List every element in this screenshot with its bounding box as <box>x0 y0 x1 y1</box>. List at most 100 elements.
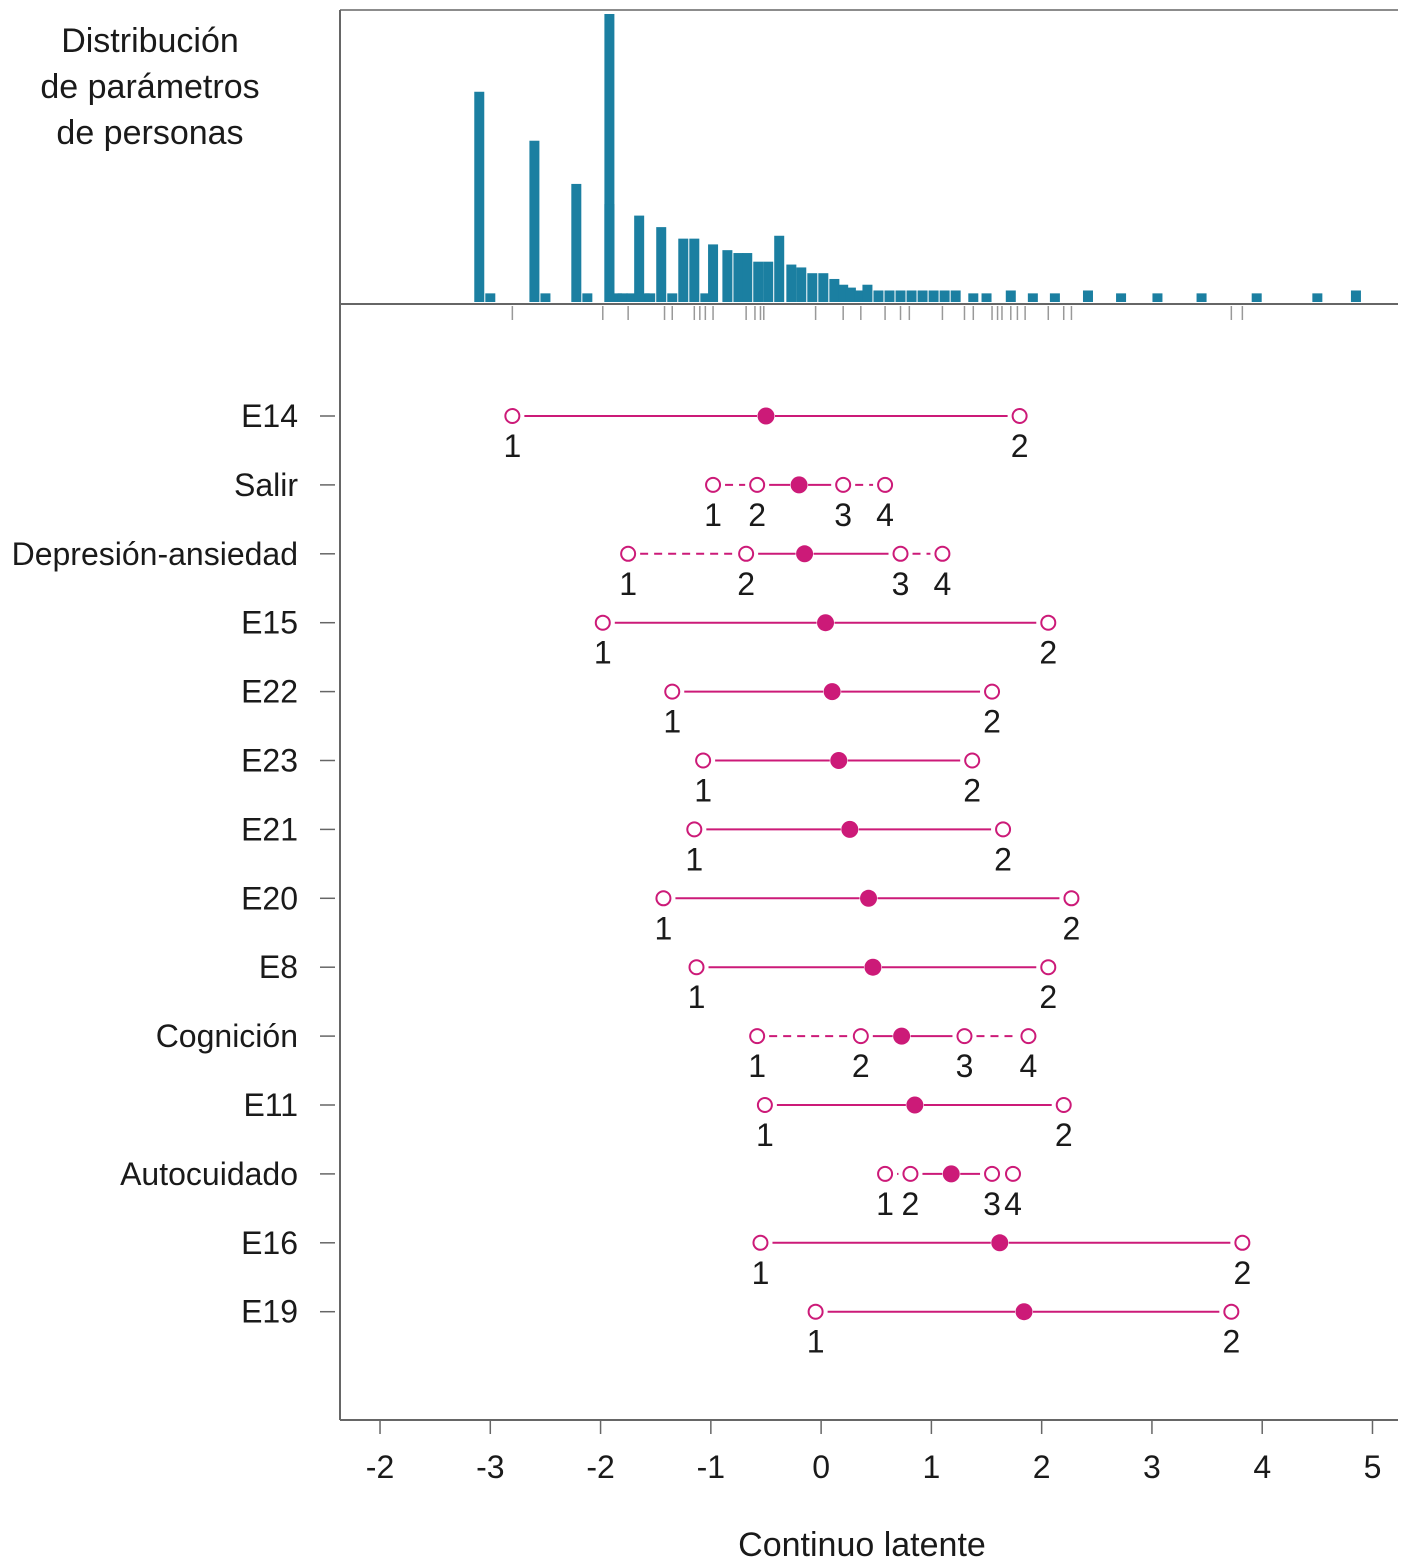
histogram-bar <box>818 273 829 302</box>
item-label: Autocuidado <box>120 1156 298 1192</box>
category-label: 1 <box>748 1048 766 1084</box>
item-row: E19 1 2 <box>241 1294 1240 1360</box>
histogram-bar <box>845 287 856 302</box>
category-label: 1 <box>704 497 722 533</box>
histogram-bar <box>939 290 950 302</box>
histogram-bar <box>1152 293 1163 302</box>
threshold-point <box>835 476 852 493</box>
threshold-point <box>756 1097 773 1113</box>
histogram-bar <box>807 273 818 302</box>
threshold-point <box>1020 1028 1037 1045</box>
category-label: 2 <box>1055 1117 1073 1153</box>
histogram-bar <box>796 267 807 302</box>
item-mean-point <box>757 407 775 425</box>
category-label: 2 <box>1039 979 1057 1015</box>
category-label: 1 <box>685 841 703 877</box>
threshold-point <box>752 1234 769 1251</box>
histogram-bar <box>678 238 689 302</box>
threshold-point <box>964 752 981 769</box>
item-label: E16 <box>241 1225 298 1261</box>
item-row: E21 1 2 <box>241 811 1012 877</box>
histogram-bar <box>873 290 884 302</box>
threshold-point <box>1040 959 1057 976</box>
threshold-point <box>686 821 703 838</box>
threshold-point <box>984 683 1001 700</box>
histogram-bar <box>485 293 496 302</box>
histogram-bars <box>474 14 1361 302</box>
item-label: E11 <box>243 1087 298 1123</box>
threshold-point <box>749 476 766 493</box>
threshold-point <box>620 545 637 562</box>
histogram-bar <box>1312 293 1323 302</box>
threshold-point <box>877 476 894 493</box>
item-mean-point <box>1015 1303 1033 1321</box>
category-label: 4 <box>876 497 894 533</box>
item-label: E21 <box>241 811 298 847</box>
histogram-bar <box>1005 290 1016 302</box>
item-label: E19 <box>241 1294 298 1330</box>
person-rug <box>511 306 1244 320</box>
x-tick-label: 5 <box>1364 1449 1382 1485</box>
histogram-bar <box>838 284 849 302</box>
category-label: 3 <box>892 566 910 602</box>
item-row: E15 1 2 <box>241 605 1057 671</box>
histogram-bar <box>753 261 764 302</box>
category-label: 2 <box>963 773 981 809</box>
item-row: E14 1 2 <box>241 398 1028 464</box>
histogram-bar <box>928 290 939 302</box>
histogram-bar <box>1116 293 1127 302</box>
category-label: 2 <box>983 704 1001 740</box>
item-mean-point <box>817 614 835 632</box>
category-label: 1 <box>619 566 637 602</box>
item-mean-point <box>796 545 814 563</box>
histogram-bar <box>763 261 774 302</box>
category-label: 2 <box>1222 1324 1240 1360</box>
histogram-bar <box>906 290 917 302</box>
category-label: 2 <box>1011 428 1029 464</box>
threshold-point <box>504 408 521 424</box>
x-axis-title: Continuo latente <box>738 1526 986 1564</box>
item-row: Depresión-ansiedad 1 2 3 4 <box>12 536 952 602</box>
histogram-bar <box>917 290 928 302</box>
plot-frame <box>339 9 1398 1421</box>
item-row: Autocuidado 1 2 3 4 <box>120 1156 1022 1222</box>
histogram-bar <box>774 235 785 302</box>
item-label: E20 <box>241 880 298 916</box>
histogram-bar <box>884 290 895 302</box>
histogram-bar <box>529 140 540 302</box>
threshold-point <box>1004 1165 1021 1182</box>
category-label: 1 <box>663 704 681 740</box>
histogram-bar <box>1082 290 1093 302</box>
item-row: Cognición 1 2 3 4 <box>156 1018 1038 1084</box>
threshold-point <box>594 614 611 631</box>
histogram-bar <box>540 293 551 302</box>
histogram-bar <box>667 293 678 302</box>
category-label: 4 <box>934 566 952 602</box>
histogram-bar <box>1251 293 1262 302</box>
histogram-title-line: de parámetros <box>40 68 259 106</box>
histogram-bar <box>474 91 485 302</box>
item-row: E22 1 2 <box>241 674 1001 740</box>
histogram-bar <box>617 293 628 302</box>
histogram-bar <box>700 293 711 302</box>
item-label: E8 <box>259 949 298 985</box>
histogram-bar <box>582 293 593 302</box>
item-mean-point <box>991 1234 1009 1252</box>
histogram-title-line: de personas <box>56 114 243 152</box>
category-label: 1 <box>694 773 712 809</box>
item-mean-point <box>790 476 808 494</box>
category-label: 3 <box>983 1186 1001 1222</box>
threshold-point <box>705 476 722 493</box>
item-label: Depresión-ansiedad <box>12 536 298 572</box>
histogram-title-line: Distribución <box>61 22 239 60</box>
histogram-bar <box>950 290 961 302</box>
threshold-point <box>892 545 909 562</box>
threshold-point <box>1055 1097 1072 1113</box>
x-tick-label: 2 <box>1033 1449 1051 1485</box>
threshold-point <box>1011 408 1028 424</box>
histogram-bar <box>829 278 840 302</box>
threshold-point <box>984 1165 1001 1182</box>
histogram-bar <box>968 293 979 302</box>
category-label: 1 <box>756 1117 774 1153</box>
